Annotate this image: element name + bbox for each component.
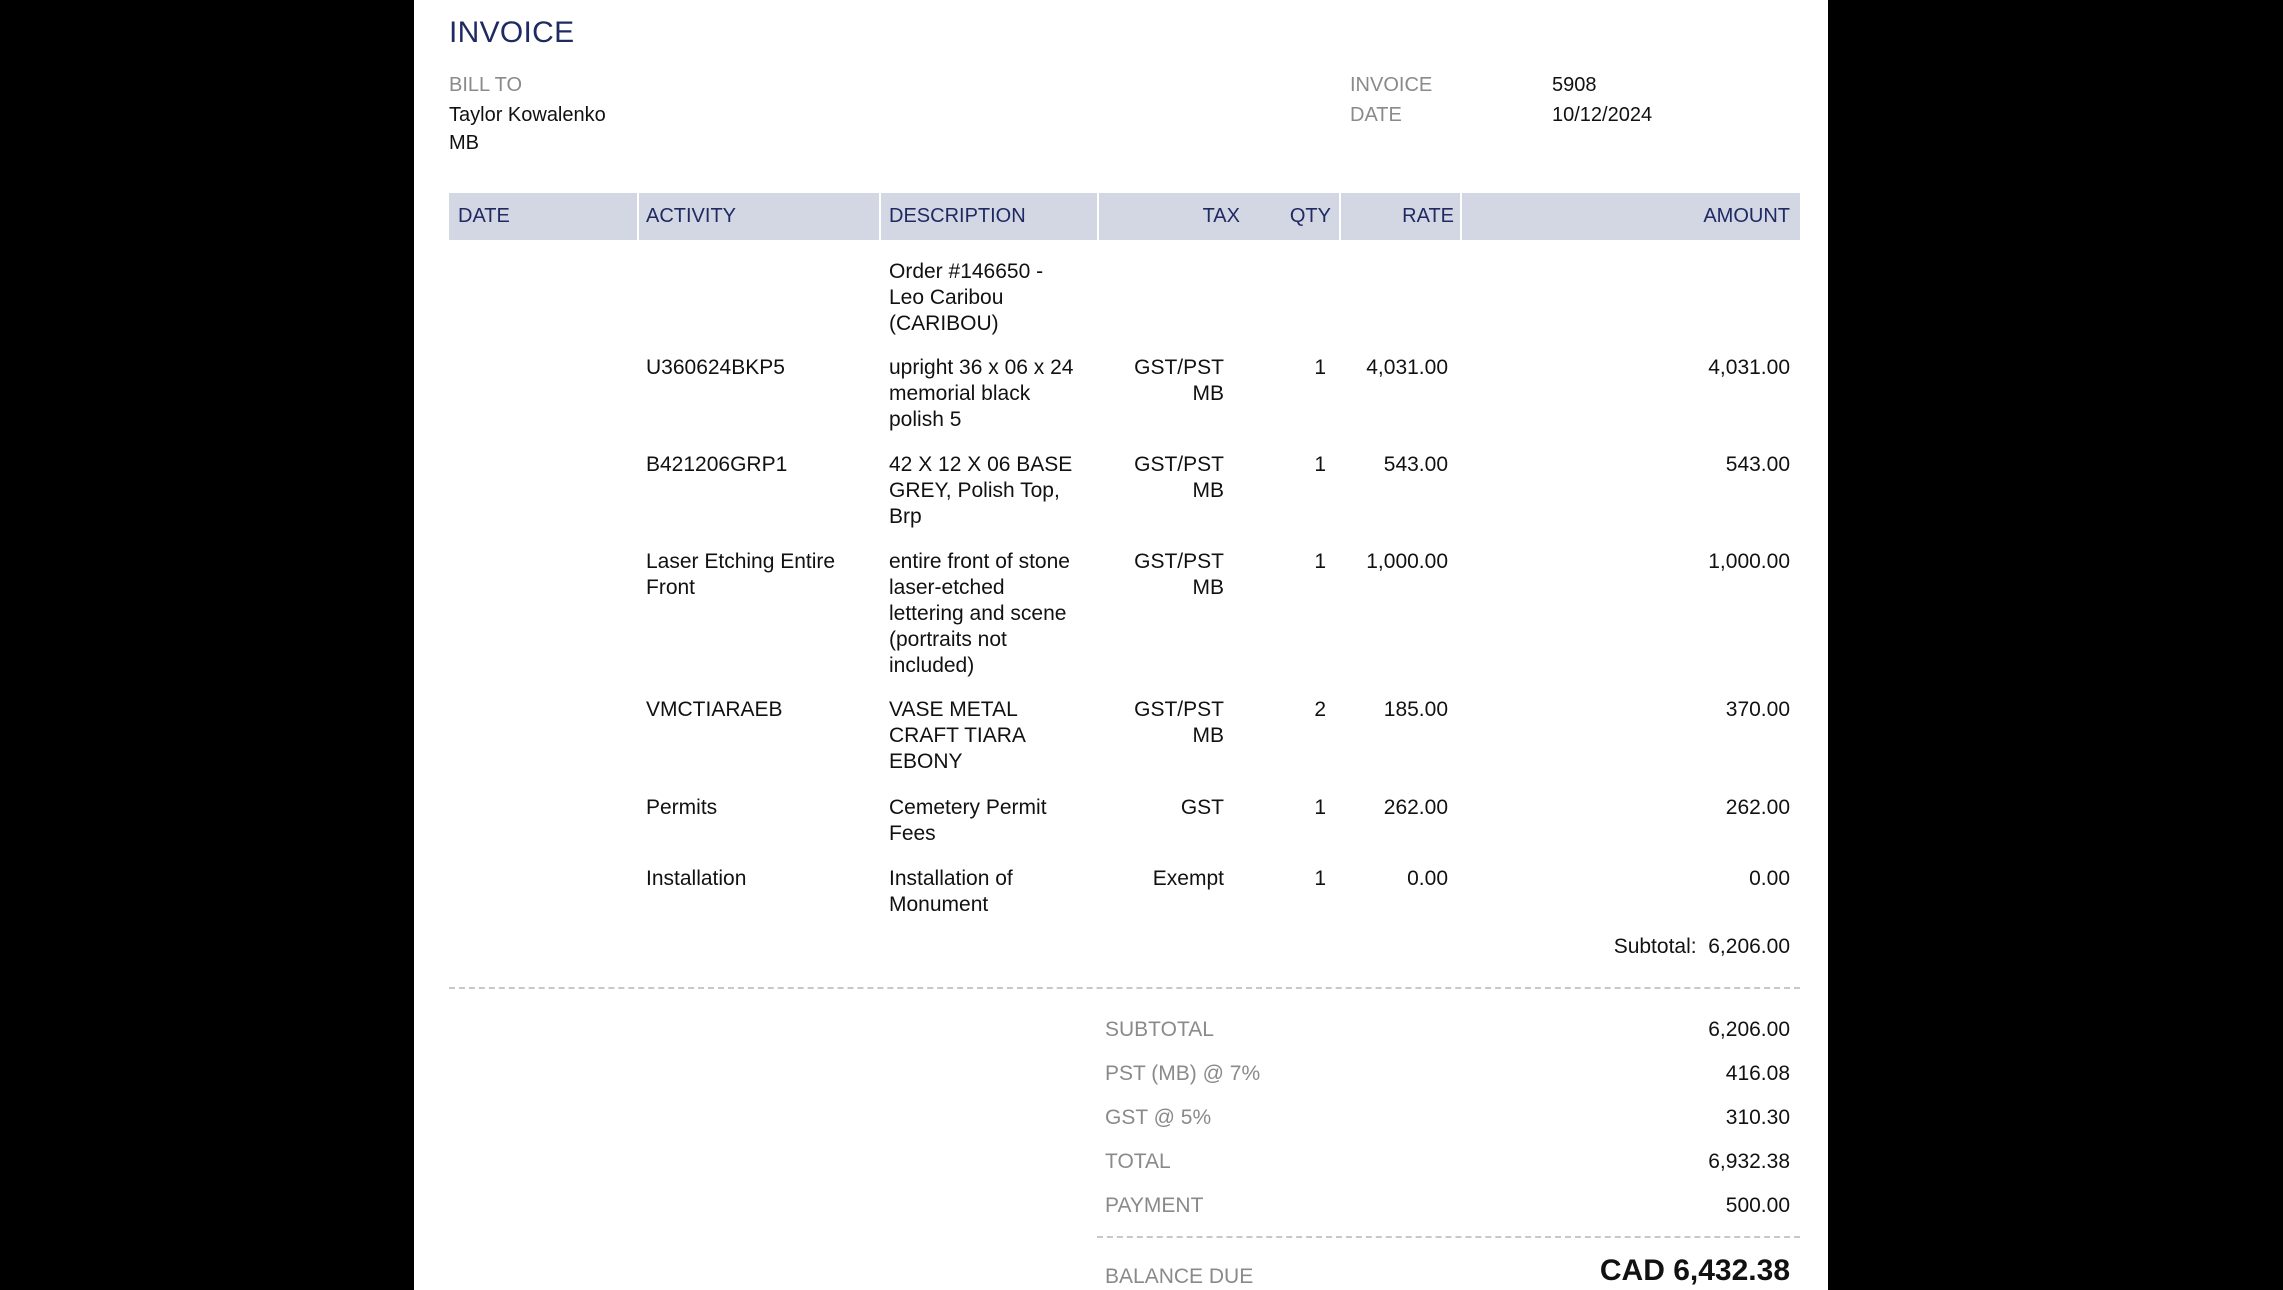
- row-rate: 0.00: [1407, 866, 1448, 892]
- row-tax: GST/PST MB: [1134, 355, 1224, 407]
- table-subtotal: Subtotal: 6,206.00: [1614, 935, 1790, 959]
- row-rate: 185.00: [1384, 697, 1448, 723]
- row-activity: B421206GRP1: [646, 452, 787, 478]
- summary-subtotal-label: SUBTOTAL: [1105, 1018, 1214, 1042]
- date-label: DATE: [1350, 104, 1402, 127]
- row-rate: 262.00: [1384, 795, 1448, 821]
- summary-subtotal-value: 6,206.00: [1708, 1018, 1790, 1042]
- summary-payment-value: 500.00: [1726, 1194, 1790, 1218]
- header-divider: [637, 193, 639, 240]
- bill-to-name: Taylor Kowalenko: [449, 104, 606, 127]
- row-amount: 262.00: [1726, 795, 1790, 821]
- invoice-number: 5908: [1552, 74, 1597, 97]
- header-tax: TAX: [1203, 205, 1240, 228]
- header-amount: AMOUNT: [1703, 205, 1790, 228]
- row-qty: 2: [1314, 697, 1326, 723]
- header-divider: [1339, 193, 1341, 240]
- row-activity: Permits: [646, 795, 717, 821]
- row-description: entire front of stone laser-etched lette…: [889, 549, 1070, 679]
- row-tax: GST/PST MB: [1134, 549, 1224, 601]
- summary-total-label: TOTAL: [1105, 1150, 1171, 1174]
- row-tax: GST/PST MB: [1134, 697, 1224, 749]
- row-rate: 543.00: [1384, 452, 1448, 478]
- header-description: DESCRIPTION: [889, 205, 1026, 228]
- row-amount: 1,000.00: [1708, 549, 1790, 575]
- row-qty: 1: [1314, 866, 1326, 892]
- header-date: DATE: [458, 205, 510, 228]
- header-activity: ACTIVITY: [646, 205, 736, 228]
- summary-pst-value: 416.08: [1726, 1062, 1790, 1086]
- row-activity: Laser Etching Entire Front: [646, 549, 835, 601]
- row-description: Cemetery Permit Fees: [889, 795, 1047, 847]
- row-activity: Installation: [646, 866, 746, 892]
- summary-gst-value: 310.30: [1726, 1106, 1790, 1130]
- summary-divider: [1097, 1236, 1800, 1238]
- section-divider: [449, 987, 1800, 989]
- row-amount: 4,031.00: [1708, 355, 1790, 381]
- table-header: DATE ACTIVITY DESCRIPTION TAX QTY RATE A…: [449, 193, 1800, 240]
- row-amount: 0.00: [1749, 866, 1790, 892]
- row-description: upright 36 x 06 x 24 memorial black poli…: [889, 355, 1073, 433]
- row-description: Installation of Monument: [889, 866, 1013, 918]
- summary-gst-label: GST @ 5%: [1105, 1106, 1211, 1130]
- row-tax: GST: [1181, 795, 1224, 821]
- row-tax: GST/PST MB: [1134, 452, 1224, 504]
- header-rate: RATE: [1402, 205, 1454, 228]
- row-rate: 4,031.00: [1366, 355, 1448, 381]
- invoice-title: INVOICE: [449, 16, 574, 50]
- invoice-date: 10/12/2024: [1552, 104, 1652, 127]
- row-description: VASE METAL CRAFT TIARA EBONY: [889, 697, 1026, 775]
- row-amount: 543.00: [1726, 452, 1790, 478]
- balance-due-label: BALANCE DUE: [1105, 1265, 1253, 1289]
- row-qty: 1: [1314, 452, 1326, 478]
- bill-to-region: MB: [449, 132, 479, 155]
- summary-total-value: 6,932.38: [1708, 1150, 1790, 1174]
- header-qty: QTY: [1290, 205, 1331, 228]
- header-divider: [1097, 193, 1099, 240]
- row-activity: U360624BKP5: [646, 355, 785, 381]
- row-description: 42 X 12 X 06 BASE GREY, Polish Top, Brp: [889, 452, 1072, 530]
- bill-to-label: BILL TO: [449, 74, 522, 97]
- summary-payment-label: PAYMENT: [1105, 1194, 1203, 1218]
- row-amount: 370.00: [1726, 697, 1790, 723]
- header-divider: [879, 193, 881, 240]
- row-activity: VMCTIARAEB: [646, 697, 783, 723]
- row-qty: 1: [1314, 355, 1326, 381]
- header-divider: [1460, 193, 1462, 240]
- balance-due-value: CAD 6,432.38: [1600, 1254, 1790, 1288]
- row-rate: 1,000.00: [1366, 549, 1448, 575]
- row-qty: 1: [1314, 795, 1326, 821]
- order-note: Order #146650 - Leo Caribou (CARIBOU): [889, 259, 1043, 337]
- row-tax: Exempt: [1153, 866, 1224, 892]
- invoice-page: INVOICE BILL TO Taylor Kowalenko MB INVO…: [414, 0, 1828, 1290]
- invoice-number-label: INVOICE: [1350, 74, 1432, 97]
- row-qty: 1: [1314, 549, 1326, 575]
- summary-pst-label: PST (MB) @ 7%: [1105, 1062, 1260, 1086]
